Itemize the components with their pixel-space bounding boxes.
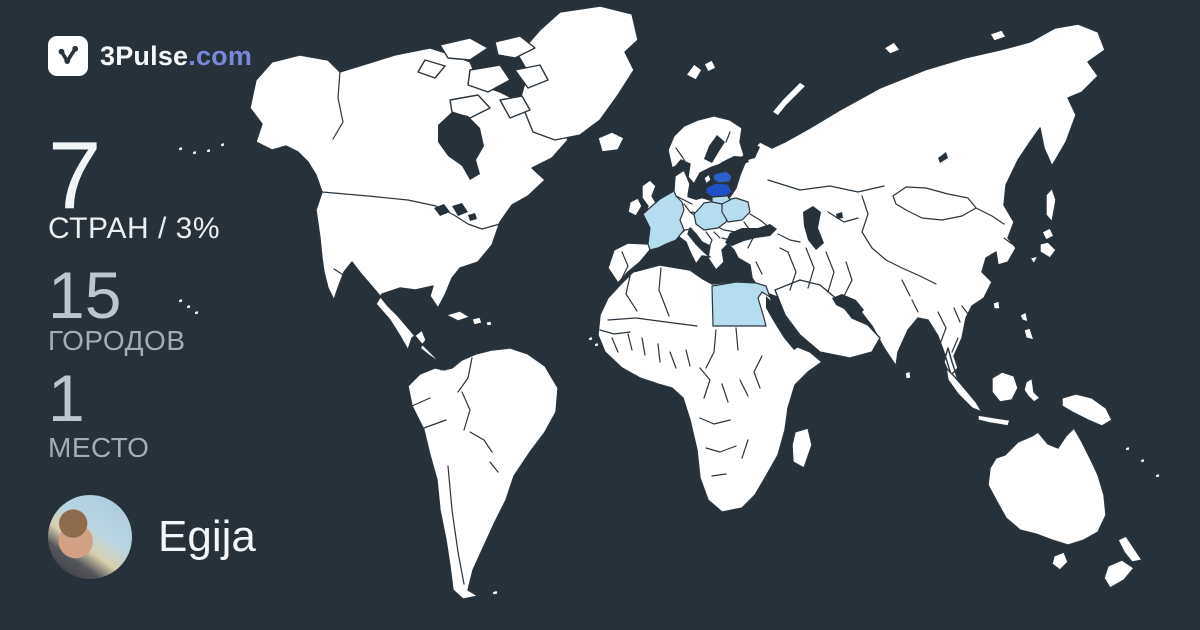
country-france — [642, 190, 685, 251]
map-landmasses — [177, 5, 1161, 600]
gulf-of-bothnia — [704, 135, 725, 163]
red-sea — [766, 296, 800, 350]
great-lakes — [434, 203, 477, 221]
persian-gulf — [832, 294, 864, 316]
country-estonia — [712, 170, 733, 184]
landmass-greenland — [517, 5, 639, 141]
landmass-iceland — [597, 131, 625, 153]
landmass-arabia — [774, 279, 881, 359]
white-sea — [744, 143, 760, 160]
landmass-south-america — [407, 347, 559, 600]
landmass-caribbean — [445, 310, 493, 327]
brand-name: 3Pulse.com — [100, 41, 252, 72]
landmass-southeast-asia-islands — [904, 367, 1113, 427]
black-sea — [725, 224, 777, 246]
country-belarus — [721, 197, 751, 223]
landmass-arctic-islands — [417, 35, 549, 119]
landmass-small-islands — [177, 141, 1161, 596]
brand-name-main: 3Pulse — [100, 40, 189, 71]
caspian-sea — [803, 206, 824, 250]
landmass-madagascar — [791, 427, 813, 469]
map-highlighted-countries — [642, 170, 771, 327]
landmass-arctic-russia-islands — [685, 29, 1007, 117]
gotland-island — [703, 173, 712, 185]
pulse-check-nodes-icon — [58, 45, 79, 64]
brand-name-tld: .com — [188, 40, 253, 71]
landmass-north-america — [249, 47, 569, 373]
brand-logo[interactable]: 3Pulse.com — [48, 36, 252, 76]
landmass-tasmania-nz — [1051, 535, 1143, 589]
brand-logo-box — [48, 36, 88, 76]
country-egypt — [711, 281, 771, 327]
hudson-bay — [438, 112, 484, 180]
map-seas — [434, 112, 948, 350]
landmass-east-asia-islands — [992, 187, 1057, 341]
landmass-australia — [987, 427, 1107, 546]
